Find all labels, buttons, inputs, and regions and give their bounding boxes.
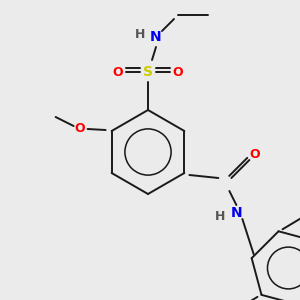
Text: H: H (215, 211, 226, 224)
Text: S: S (143, 65, 153, 79)
Text: H: H (135, 28, 145, 40)
Text: O: O (74, 122, 85, 136)
Text: O: O (173, 65, 183, 79)
Text: N: N (150, 30, 162, 44)
Text: O: O (113, 65, 123, 79)
Text: N: N (231, 206, 242, 220)
Text: O: O (249, 148, 260, 161)
